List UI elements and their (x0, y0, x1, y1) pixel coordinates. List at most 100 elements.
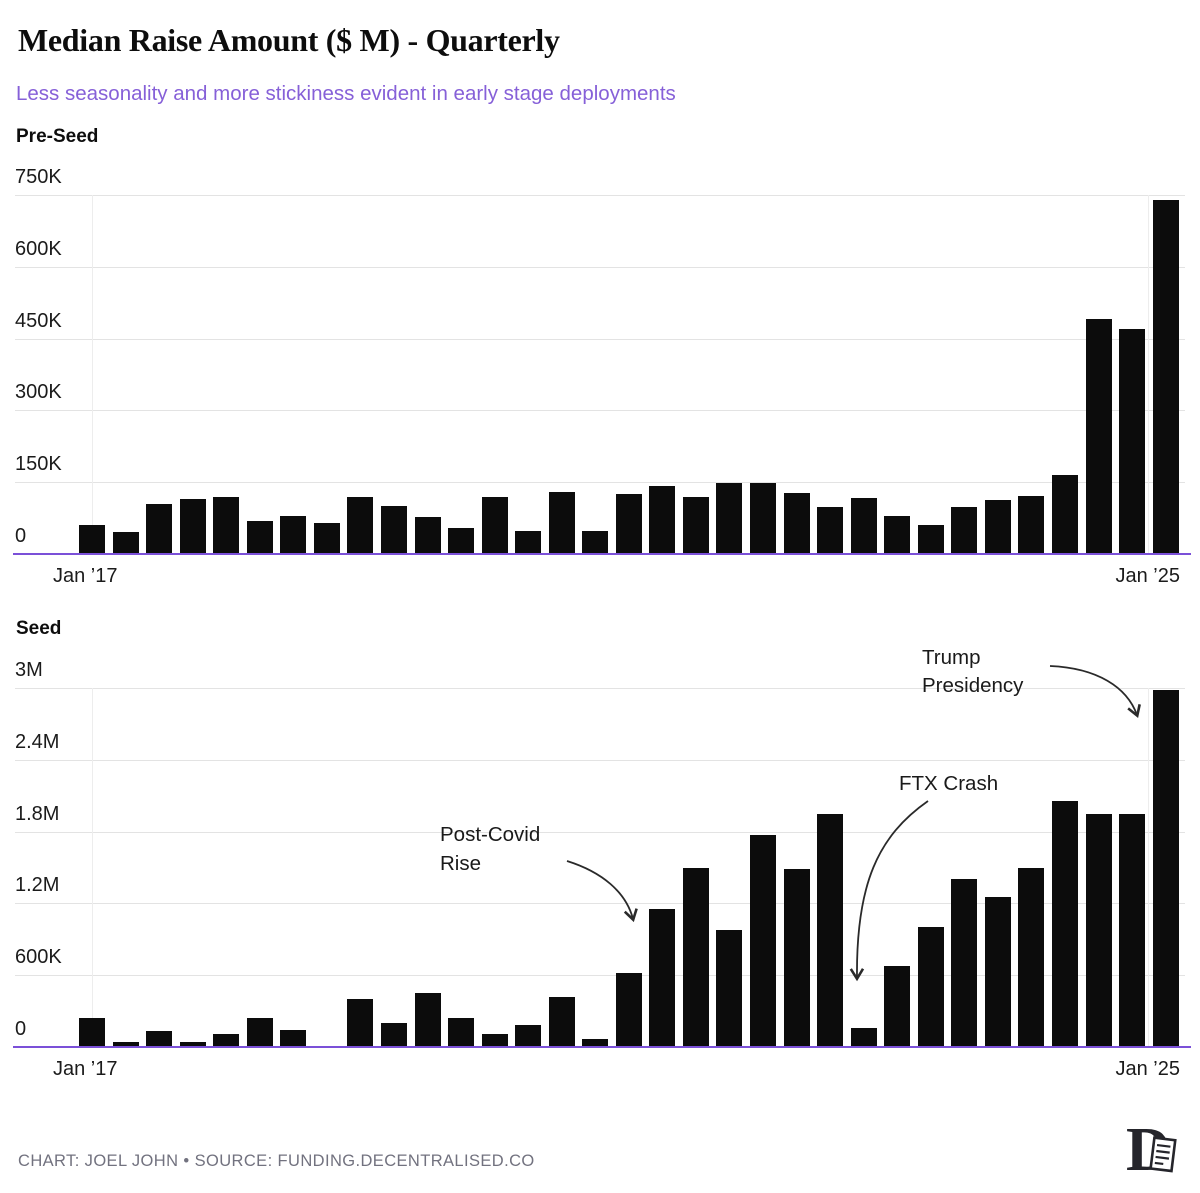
gridline (15, 195, 1185, 196)
bar-q4-2021 (716, 483, 743, 554)
bar-q4-2021 (716, 930, 743, 1047)
x-tick-end: Jan ’25 (1115, 1058, 1181, 1080)
bar-q3-2023 (951, 879, 978, 1047)
y-tick-label: 2.4M (15, 730, 60, 753)
bar-q1-2020 (481, 496, 508, 554)
y-tick-label: 3M (15, 659, 43, 681)
bar-q1-2020 (481, 1033, 508, 1047)
gridline (15, 482, 1185, 484)
y-tick-label: 600K (15, 946, 62, 969)
bar-q2-2022 (783, 868, 810, 1047)
bar-q2-2023 (917, 525, 944, 554)
pre-seed-plot-area: 750K 600K 450K 300K 150K 0 (13, 166, 1191, 555)
bar-q4-2020 (582, 531, 609, 554)
x-tick-gridline (1148, 688, 1149, 1047)
bar-q1-2019 (347, 999, 374, 1047)
chart-label-pre-seed: Pre-Seed (16, 126, 99, 147)
bar-q4-2023 (984, 500, 1011, 554)
bar-q4-2022 (850, 497, 877, 554)
annotation-post-covid-rise: Post-Covid Rise (440, 823, 541, 875)
x-axis-baseline (13, 553, 1191, 555)
bar-q2-2019 (380, 1023, 407, 1047)
gridline (15, 688, 1185, 689)
x-axis-baseline (13, 1046, 1191, 1048)
bar-q1-2023 (884, 515, 911, 554)
bar-q1-2019 (347, 496, 374, 554)
bar-q4-2022 (850, 1027, 877, 1047)
bar-q3-2022 (817, 813, 844, 1047)
seed-plot-area: 3M 2.4M 1.8M 1.2M 600K 0 (13, 659, 1191, 1048)
bar-q1-2017 (79, 1018, 105, 1047)
bar-q4-2023 (984, 897, 1011, 1047)
bar-q3-2019 (414, 993, 441, 1047)
bar-q3-2021 (682, 496, 709, 554)
annotation-ftx-crash: FTX Crash (899, 772, 999, 795)
bar-q1-2023 (884, 965, 911, 1047)
bar-q2-2020 (515, 531, 542, 554)
bar-q2-2021 (649, 909, 676, 1047)
gridline (15, 266, 1185, 268)
bar-q3-2021 (682, 867, 709, 1047)
gridline (15, 338, 1185, 340)
bar-q1-2025 (1152, 690, 1179, 1047)
bar-q3-2019 (414, 516, 441, 554)
bar-q2-2023 (917, 927, 944, 1047)
bar-q4-2017 (179, 1042, 206, 1047)
bar-q1-2018 (213, 496, 240, 554)
bar-q1-2025 (1152, 199, 1179, 554)
y-tick-label: 300K (15, 381, 62, 404)
bar-q3-2017 (146, 1030, 173, 1047)
bar-q3-2024 (1085, 319, 1112, 554)
bar-q4-2020 (582, 1038, 609, 1047)
bar-q4-2017 (179, 498, 206, 554)
bar-q2-2021 (649, 485, 676, 554)
x-tick-gridline (92, 195, 93, 554)
bar-q1-2022 (750, 834, 776, 1047)
bar-q2-2024 (1051, 800, 1078, 1047)
y-tick-label: 600K (15, 237, 62, 260)
bar-q1-2024 (1018, 495, 1045, 554)
x-tick-end: Jan ’25 (1115, 565, 1181, 587)
bar-q4-2019 (448, 527, 475, 554)
seed-x-axis: Jan ’17 Jan ’25 (15, 1058, 1185, 1084)
x-tick-gridline (1148, 195, 1149, 554)
y-tick-label: 1.8M (15, 802, 60, 825)
page-title: Median Raise Amount ($ M) - Quarterly (18, 22, 560, 58)
bar-q2-2018 (246, 1017, 273, 1047)
y-tick-label: 750K (15, 166, 62, 188)
chart-label-seed: Seed (16, 618, 62, 639)
footer-credit: CHART: JOEL JOHN • SOURCE: FUNDING.DECEN… (18, 1152, 535, 1170)
x-tick-start: Jan ’17 (53, 565, 118, 587)
gridline (15, 975, 1185, 977)
bar-q3-2023 (951, 507, 978, 554)
bar-q3-2022 (817, 507, 844, 554)
bar-q2-2020 (515, 1024, 542, 1047)
bar-q3-2018 (280, 515, 307, 554)
bar-q2-2019 (380, 506, 407, 554)
bar-q2-2018 (246, 520, 273, 554)
bar-q1-2021 (615, 972, 642, 1047)
y-tick-label: 0 (15, 525, 27, 547)
y-tick-label: 450K (15, 309, 62, 332)
y-tick-label: 150K (15, 453, 62, 476)
bar-q2-2022 (783, 492, 810, 554)
decentralised-logo-icon: D (1126, 1118, 1177, 1180)
gridline (15, 759, 1185, 761)
y-tick-label: 1.2M (15, 874, 60, 897)
x-tick-gridline (92, 688, 93, 1047)
x-tick-start: Jan ’17 (53, 1058, 118, 1080)
bar-q1-2018 (213, 1034, 240, 1047)
bar-q4-2024 (1119, 813, 1146, 1047)
bar-q3-2020 (548, 491, 575, 554)
annotation-trump-presidency: Trump Presidency (922, 646, 1024, 697)
bar-q1-2021 (615, 494, 642, 554)
bar-q1-2017 (79, 525, 105, 554)
bar-q4-2019 (448, 1018, 475, 1047)
bar-q2-2017 (112, 532, 139, 554)
bar-q1-2024 (1018, 867, 1045, 1047)
bar-q3-2024 (1085, 813, 1112, 1047)
bar-q3-2018 (280, 1029, 307, 1047)
gridline (15, 410, 1185, 412)
gridline (15, 831, 1185, 833)
